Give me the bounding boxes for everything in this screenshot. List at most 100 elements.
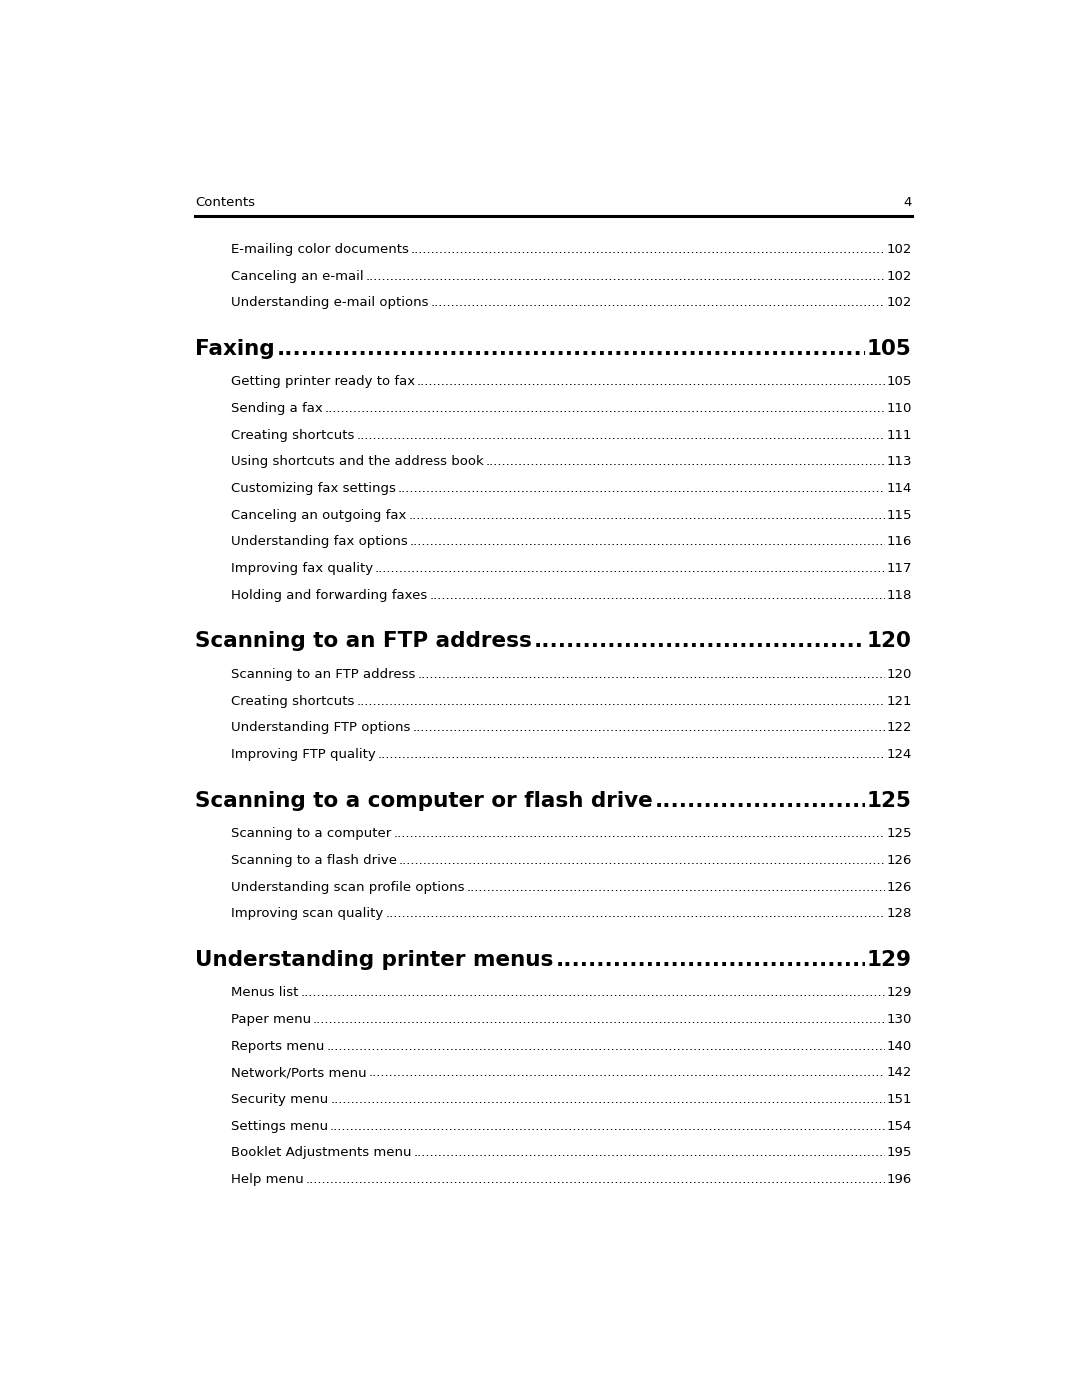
Bar xyxy=(135,1132,414,1175)
Text: 105: 105 xyxy=(887,376,912,388)
Text: Canceling an e-mail: Canceling an e-mail xyxy=(231,270,364,282)
Bar xyxy=(135,866,467,908)
Bar xyxy=(885,893,981,935)
Text: 129: 129 xyxy=(887,986,912,999)
Bar xyxy=(135,254,365,298)
Text: Understanding printer menus: Understanding printer menus xyxy=(195,950,554,970)
Text: ................................................................................: ........................................… xyxy=(386,907,1080,921)
Bar xyxy=(885,281,981,324)
Text: Booklet Adjustments menu: Booklet Adjustments menu xyxy=(231,1147,411,1160)
Text: 114: 114 xyxy=(887,482,912,495)
Bar xyxy=(135,387,325,430)
Text: Understanding e-mail options: Understanding e-mail options xyxy=(231,296,429,309)
Text: ................................................................................: ........................................… xyxy=(654,791,1080,810)
Text: 124: 124 xyxy=(887,747,912,761)
Bar xyxy=(135,467,397,510)
Text: 117: 117 xyxy=(887,562,912,576)
Bar xyxy=(885,707,981,749)
Bar xyxy=(865,620,981,664)
Text: ................................................................................: ........................................… xyxy=(431,296,1080,309)
Bar xyxy=(885,574,981,617)
Text: ................................................................................: ........................................… xyxy=(330,1120,1080,1133)
Text: ................................................................................: ........................................… xyxy=(467,880,1080,894)
Bar xyxy=(135,997,313,1041)
Text: Improving FTP quality: Improving FTP quality xyxy=(231,747,376,761)
Text: Improving scan quality: Improving scan quality xyxy=(231,907,383,921)
Text: 102: 102 xyxy=(887,270,912,282)
Text: Paper menu: Paper menu xyxy=(231,1013,311,1025)
Text: Sending a fax: Sending a fax xyxy=(231,402,323,415)
Text: Scanning to a flash drive: Scanning to a flash drive xyxy=(231,854,397,868)
Text: ................................................................................: ........................................… xyxy=(410,243,1080,256)
Text: 118: 118 xyxy=(887,588,912,602)
Text: 126: 126 xyxy=(887,854,912,868)
Text: ................................................................................: ........................................… xyxy=(326,1039,1080,1053)
Bar xyxy=(885,1052,981,1094)
Text: E-mailing color documents: E-mailing color documents xyxy=(231,243,409,256)
Bar xyxy=(135,971,300,1014)
Text: Settings menu: Settings menu xyxy=(231,1120,328,1133)
Text: Scanning to a computer or flash drive: Scanning to a computer or flash drive xyxy=(195,791,653,810)
Bar xyxy=(885,997,981,1041)
Text: ................................................................................: ........................................… xyxy=(397,482,1080,495)
Bar xyxy=(135,521,409,563)
Bar xyxy=(135,493,408,536)
Bar xyxy=(135,281,431,324)
Text: 154: 154 xyxy=(887,1120,912,1133)
Bar xyxy=(885,1078,981,1122)
Text: ................................................................................: ........................................… xyxy=(534,631,1080,651)
Text: Customizing fax settings: Customizing fax settings xyxy=(231,482,396,495)
Text: ................................................................................: ........................................… xyxy=(486,455,1080,468)
Text: 128: 128 xyxy=(887,907,912,921)
Text: Network/Ports menu: Network/Ports menu xyxy=(231,1066,367,1080)
Text: Scanning to an FTP address: Scanning to an FTP address xyxy=(195,631,532,651)
Text: 115: 115 xyxy=(887,509,912,522)
Bar xyxy=(885,838,981,882)
Bar xyxy=(885,733,981,777)
Text: 120: 120 xyxy=(887,668,912,680)
Text: 130: 130 xyxy=(887,1013,912,1025)
Bar xyxy=(135,1052,368,1094)
Text: Holding and forwarding faxes: Holding and forwarding faxes xyxy=(231,588,428,602)
Bar xyxy=(885,971,981,1014)
Bar xyxy=(135,1078,330,1122)
Bar xyxy=(885,360,981,404)
Bar xyxy=(135,327,276,370)
Bar xyxy=(135,780,654,821)
Bar xyxy=(135,733,378,777)
Text: ................................................................................: ........................................… xyxy=(365,270,1080,282)
Text: Understanding scan profile options: Understanding scan profile options xyxy=(231,880,464,894)
Text: 4: 4 xyxy=(903,196,912,208)
Bar xyxy=(135,893,386,935)
Bar xyxy=(885,548,981,590)
Text: Scanning to a computer: Scanning to a computer xyxy=(231,827,392,840)
Bar xyxy=(135,414,356,457)
Text: Security menu: Security menu xyxy=(231,1092,328,1106)
Text: ................................................................................: ........................................… xyxy=(375,562,1080,576)
Text: ................................................................................: ........................................… xyxy=(300,986,1080,999)
Bar xyxy=(885,387,981,430)
Text: ................................................................................: ........................................… xyxy=(313,1013,1080,1025)
Bar xyxy=(135,620,534,664)
Bar xyxy=(885,652,981,696)
Bar xyxy=(865,327,981,370)
Text: Creating shortcuts: Creating shortcuts xyxy=(231,694,354,708)
Bar xyxy=(135,574,429,617)
Bar xyxy=(135,939,555,981)
Text: Canceling an outgoing fax: Canceling an outgoing fax xyxy=(231,509,407,522)
Text: ................................................................................: ........................................… xyxy=(393,827,1080,840)
Text: Creating shortcuts: Creating shortcuts xyxy=(231,429,354,441)
Text: Understanding fax options: Understanding fax options xyxy=(231,535,408,549)
Bar xyxy=(885,521,981,563)
Text: Understanding FTP options: Understanding FTP options xyxy=(231,721,410,735)
Text: ................................................................................: ........................................… xyxy=(413,721,1080,735)
Bar xyxy=(135,838,399,882)
Bar xyxy=(135,440,486,483)
Text: 121: 121 xyxy=(887,694,912,708)
Text: Scanning to an FTP address: Scanning to an FTP address xyxy=(231,668,416,680)
Bar xyxy=(885,812,981,855)
Bar xyxy=(885,254,981,298)
Bar xyxy=(135,548,375,590)
Bar xyxy=(135,652,417,696)
Text: ................................................................................: ........................................… xyxy=(306,1173,1080,1186)
